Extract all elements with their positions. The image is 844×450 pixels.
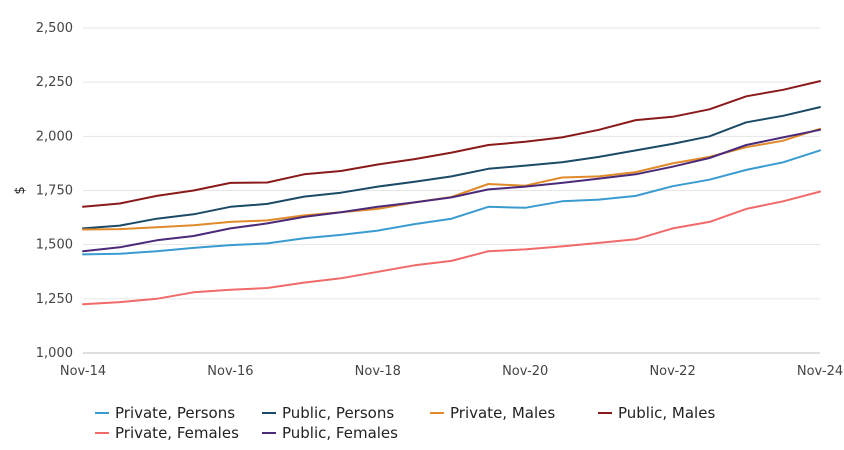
legend-item: Public, Males	[598, 404, 715, 422]
series-line-private-females	[82, 190, 821, 306]
y-tick-label: 2,500	[36, 21, 73, 36]
legend-label: Public, Persons	[282, 404, 394, 422]
y-tick-label: 1,250	[36, 292, 73, 307]
legend-label: Public, Males	[618, 404, 715, 422]
legend-label: Private, Persons	[115, 404, 235, 422]
x-tick-label: Nov-14	[60, 364, 106, 379]
y-tick-label: 2,000	[36, 129, 73, 144]
series-line-public-persons	[82, 106, 821, 230]
series-line-public-females	[82, 128, 821, 253]
series-line-private-persons	[82, 149, 821, 256]
legend-item: Private, Males	[430, 404, 555, 422]
y-tick-label: 1,000	[36, 346, 73, 361]
legend-item: Private, Persons	[95, 404, 235, 422]
gridlines	[83, 27, 820, 300]
y-tick-label: 2,250	[36, 75, 73, 90]
x-tick-label: Nov-16	[207, 364, 253, 379]
y-axis-title: $	[13, 186, 28, 194]
axes: 1,000 1,250 1,500 1,750 2,000 2,250 2,500 Nov-1…	[13, 21, 843, 379]
legend-item: Public, Females	[262, 424, 398, 442]
legend: Private, Persons Public, Persons Private, …	[95, 404, 715, 442]
series-lines	[82, 80, 821, 306]
series-line-public-males	[82, 80, 821, 208]
x-tick-label: Nov-22	[649, 364, 695, 379]
x-tick-label: Nov-24	[797, 364, 843, 379]
legend-item: Private, Females	[95, 424, 239, 442]
x-tick-label: Nov-18	[355, 364, 401, 379]
y-tick-label: 1,750	[36, 184, 73, 199]
y-tick-label: 1,500	[36, 238, 73, 253]
legend-item: Public, Persons	[262, 404, 394, 422]
x-tick-label: Nov-20	[502, 364, 548, 379]
legend-label: Public, Females	[282, 424, 398, 442]
legend-label: Private, Males	[450, 404, 555, 422]
legend-label: Private, Females	[115, 424, 239, 442]
